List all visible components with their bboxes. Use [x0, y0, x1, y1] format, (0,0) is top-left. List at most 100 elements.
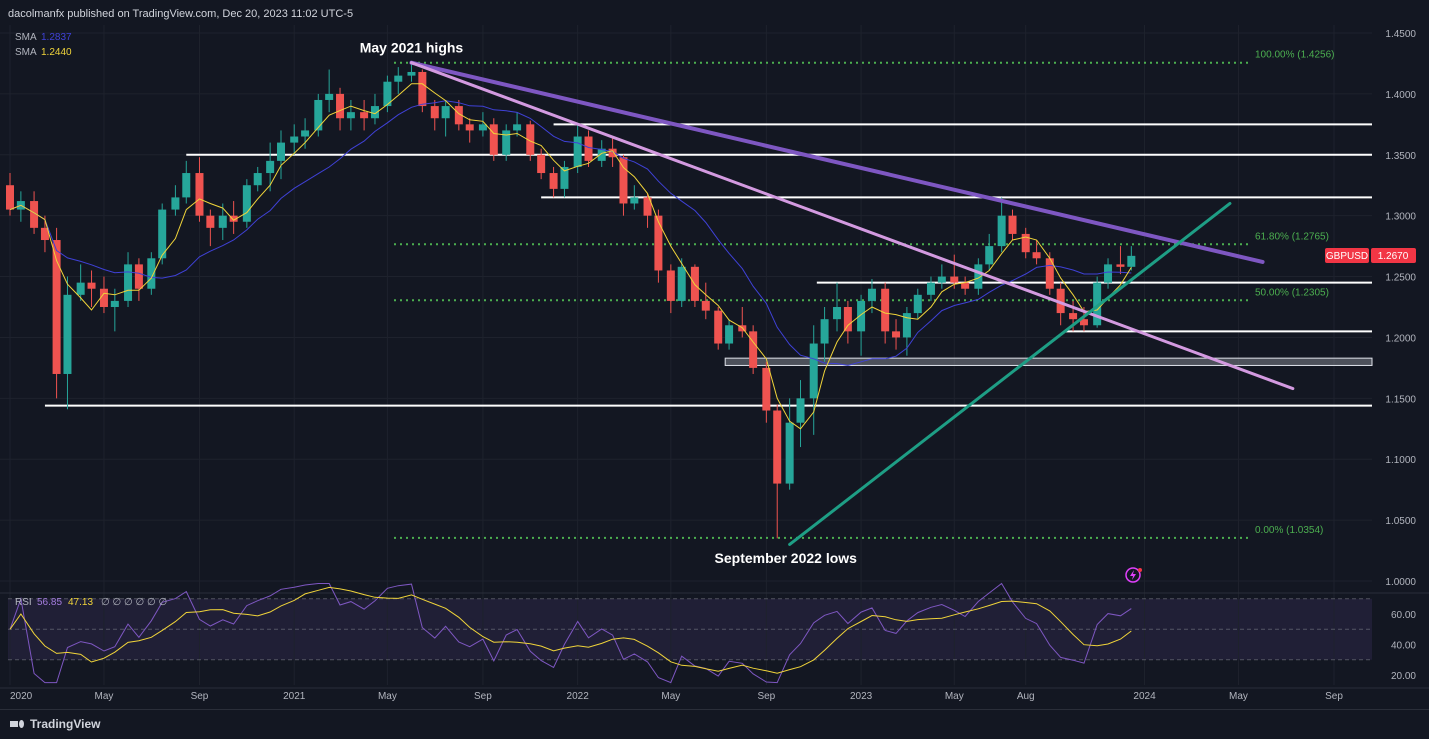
candle-body	[489, 124, 498, 155]
candle-body	[950, 276, 959, 283]
candle-body	[843, 307, 852, 332]
time-tick-label: May	[945, 691, 964, 702]
candle-body	[52, 240, 61, 374]
time-tick-label: Aug	[1017, 691, 1035, 702]
candle-body	[171, 197, 180, 210]
candle-body	[749, 331, 758, 368]
sma2-label: SMA	[15, 47, 37, 58]
time-tick-label: 2024	[1133, 691, 1156, 702]
candle-body	[997, 215, 1006, 247]
candle-body	[465, 124, 474, 131]
rsi-extras: ∅ ∅ ∅ ∅ ∅ ∅	[101, 597, 167, 608]
candle-body	[701, 300, 710, 311]
candle-body	[147, 258, 156, 289]
candle-body	[195, 173, 204, 216]
candle-body	[1045, 258, 1054, 289]
candle-body	[110, 300, 119, 307]
price-tick-label: 1.4500	[1385, 29, 1416, 40]
candle-body	[619, 157, 628, 204]
candle-body	[785, 422, 794, 484]
price-badge	[1371, 248, 1416, 263]
time-tick-label: 2023	[850, 691, 873, 702]
price-tick-label: 1.3000	[1385, 212, 1416, 223]
candle-body	[99, 288, 108, 307]
candle-body	[584, 136, 593, 161]
price-tick-label: 1.1000	[1385, 455, 1416, 466]
candle-body	[383, 81, 392, 107]
brand-name: TradingView	[30, 717, 101, 731]
candle-body	[796, 398, 805, 423]
candle-body	[654, 215, 663, 271]
symbol-badge	[1325, 248, 1369, 263]
sma1-value: 1.2837	[41, 32, 72, 43]
candle-body	[502, 130, 511, 155]
price-tick-label: 1.1500	[1385, 394, 1416, 405]
price-tick-label: 1.0500	[1385, 516, 1416, 527]
candle-body	[560, 166, 569, 189]
candle-body	[690, 266, 699, 301]
candle-body	[513, 124, 522, 131]
rsi-value-1: 56.85	[37, 597, 62, 608]
price-tick-label: 1.2500	[1385, 273, 1416, 284]
rsi-ma-line	[9, 586, 1132, 674]
candle-body	[370, 106, 379, 119]
support-zone	[724, 357, 1373, 366]
candle-body	[290, 136, 299, 143]
candle-body	[630, 197, 639, 204]
candle-body	[1104, 264, 1113, 283]
time-tick-label: May	[1229, 691, 1248, 702]
trendline-purple	[409, 60, 1265, 264]
candle-body	[762, 367, 771, 411]
rsi-tick-label: 40.00	[1391, 641, 1416, 652]
candle-body	[266, 160, 275, 174]
candle-body	[773, 410, 782, 484]
trendline-pink	[409, 61, 1295, 391]
tradingview-brand[interactable]: TradingView	[10, 717, 100, 731]
time-tick-label: May	[378, 691, 397, 702]
flash-icon[interactable]	[1125, 567, 1142, 583]
candle-body	[158, 209, 167, 259]
rsi-value-2: 47.13	[68, 597, 93, 608]
candle-body	[76, 282, 85, 295]
annotation-label: September 2022 lows	[715, 550, 858, 566]
candle-body	[1032, 252, 1041, 259]
rsi-line	[9, 582, 1132, 684]
fib-level-label: 61.80% (1.2765)	[1255, 231, 1329, 242]
fib-level-label: 0.00% (1.0354)	[1255, 525, 1323, 536]
candle-body	[360, 112, 369, 119]
trendlines[interactable]	[409, 60, 1295, 546]
candle-body	[608, 148, 617, 158]
candle-body	[336, 93, 345, 119]
time-tick-label: Sep	[757, 691, 775, 702]
time-tick-label: May	[95, 691, 114, 702]
candle-body	[937, 276, 946, 283]
candle-body	[40, 227, 49, 241]
candle-body	[902, 313, 911, 338]
candle-body	[549, 173, 558, 189]
footer: TradingView	[0, 709, 1429, 739]
moving-averages	[9, 83, 1132, 430]
candle-body	[441, 106, 450, 119]
rsi-label: RSI	[15, 597, 32, 608]
candle-body	[643, 197, 652, 216]
sma-short-line	[9, 83, 1132, 430]
candle-body	[1093, 282, 1102, 326]
candle-body	[1056, 288, 1065, 314]
price-tick-label: 1.0000	[1385, 577, 1416, 588]
candle-body	[1079, 319, 1088, 326]
rsi-tick-label: 20.00	[1391, 671, 1416, 682]
sma2-value: 1.2440	[41, 47, 72, 58]
candle-body	[478, 124, 487, 131]
candle-body	[892, 331, 901, 338]
candle-body	[1069, 313, 1078, 320]
candle-body	[301, 130, 310, 137]
candle-body	[346, 112, 355, 119]
tradingview-logo-icon	[10, 719, 24, 729]
candle-body	[182, 173, 191, 198]
candle-body	[833, 307, 842, 320]
candle-body	[124, 264, 133, 301]
fib-level-label: 50.00% (1.2305)	[1255, 287, 1329, 298]
time-tick-label: May	[661, 691, 680, 702]
candle-body	[206, 215, 215, 228]
